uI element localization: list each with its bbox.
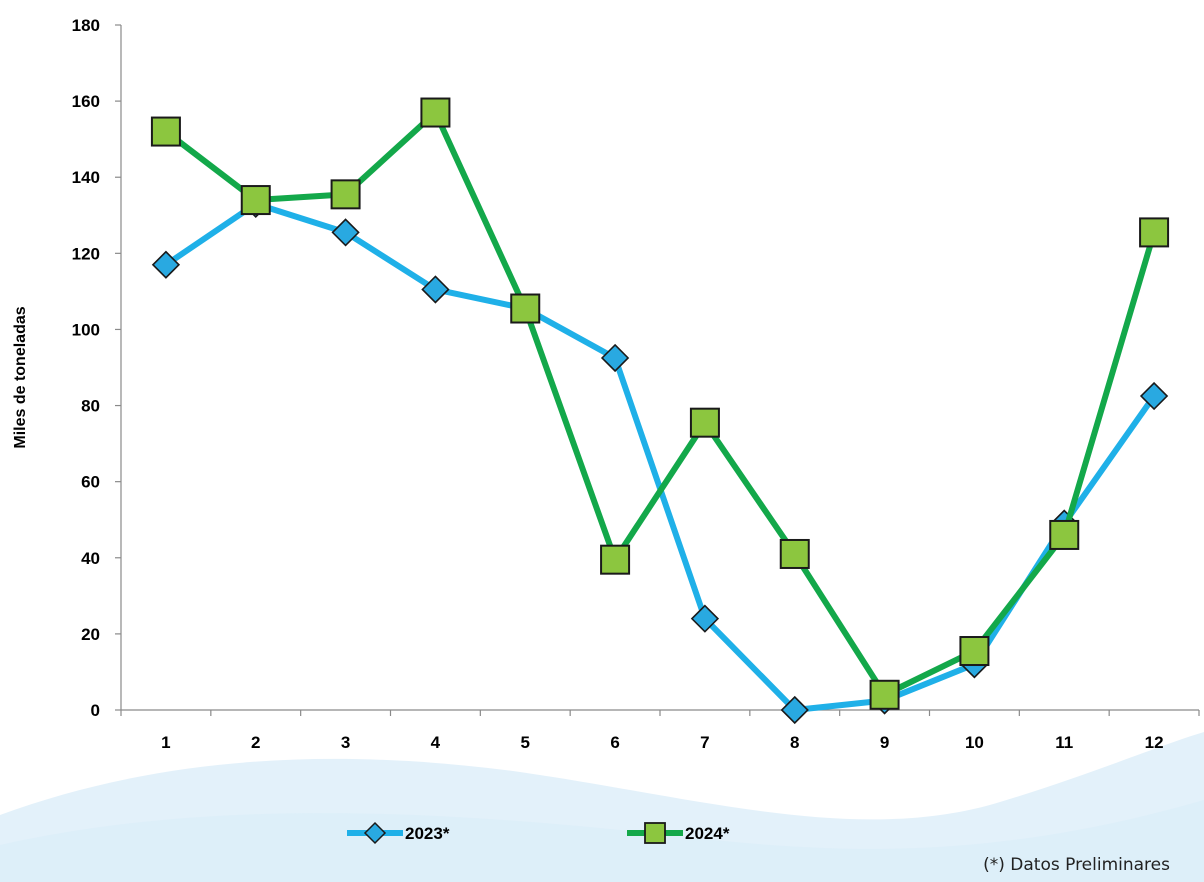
x-tick-label: 10: [965, 733, 984, 752]
y-tick-label: 80: [81, 397, 100, 416]
data-point-marker: [600, 544, 631, 575]
legend-label: 2024*: [685, 824, 730, 843]
data-point-marker: [779, 538, 810, 569]
data-point-marker: [421, 275, 450, 304]
y-tick-label: 140: [72, 168, 100, 187]
x-tick-label: 8: [790, 733, 799, 752]
axes: [120, 25, 1199, 711]
data-point-marker: [420, 97, 451, 128]
footnote: (*) Datos Preliminares: [983, 855, 1170, 875]
data-point-marker: [869, 679, 900, 710]
series-line: [162, 109, 1158, 698]
data-point-marker: [150, 116, 181, 147]
data-point-marker: [600, 343, 630, 373]
series: [150, 97, 1170, 725]
series-line: [162, 200, 1158, 713]
x-tick-label: 3: [341, 733, 350, 752]
data-point-marker: [1139, 217, 1170, 248]
data-point-marker: [151, 250, 181, 279]
data-point-marker: [1049, 519, 1080, 550]
legend-label: 2023*: [405, 824, 450, 843]
data-point-marker: [240, 185, 271, 216]
background-wave: [0, 732, 1204, 882]
x-tick-label: 4: [431, 733, 441, 752]
y-tick-label: 20: [81, 625, 100, 644]
series-2023: [151, 189, 1169, 725]
x-tick-label: 7: [700, 733, 709, 752]
data-point-marker: [1139, 381, 1169, 411]
data-point-marker: [331, 218, 360, 247]
y-tick-label: 120: [72, 244, 100, 263]
x-tick-label: 9: [880, 733, 889, 752]
x-tick-label: 12: [1145, 733, 1164, 752]
legend-marker: [363, 821, 387, 845]
legend-item: 2023*: [347, 821, 450, 845]
legend-item: 2024*: [627, 822, 730, 844]
x-tick-label: 2: [251, 733, 260, 752]
y-tick-label: 180: [72, 16, 100, 35]
data-point-marker: [689, 407, 720, 438]
x-tick-label: 5: [521, 733, 530, 752]
y-tick-label: 40: [81, 549, 100, 568]
data-point-marker: [510, 293, 541, 324]
x-tick-label: 6: [610, 733, 619, 752]
y-tick-label: 100: [72, 320, 100, 339]
y-axis-title: Miles de toneladas: [12, 306, 29, 448]
legend-marker: [644, 822, 666, 844]
x-tick-label: 1: [161, 733, 170, 752]
y-tick-label: 0: [91, 701, 100, 720]
x-tick-label: 11: [1055, 733, 1073, 752]
data-point-marker: [330, 179, 361, 210]
legend: 2023* 2024*: [347, 821, 730, 845]
data-point-marker: [690, 604, 720, 633]
y-tick-label: 160: [72, 92, 100, 111]
data-point-marker: [780, 695, 809, 725]
series-2024: [150, 97, 1170, 710]
y-tick-label: 60: [81, 473, 100, 492]
data-point-marker: [959, 636, 990, 667]
background-wave-shape: [0, 800, 1204, 882]
